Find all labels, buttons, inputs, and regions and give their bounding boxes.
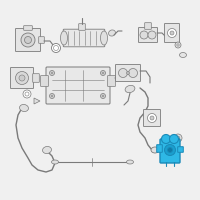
FancyBboxPatch shape [33,74,39,82]
Circle shape [140,31,148,39]
Ellipse shape [20,104,28,112]
Ellipse shape [127,160,134,164]
Ellipse shape [128,68,136,73]
Circle shape [176,136,180,140]
FancyBboxPatch shape [39,37,44,43]
Ellipse shape [43,146,51,154]
Circle shape [177,44,179,46]
FancyBboxPatch shape [145,23,151,29]
Circle shape [175,42,181,48]
Ellipse shape [109,30,115,36]
Circle shape [128,68,138,77]
Ellipse shape [125,85,135,93]
Circle shape [164,144,176,156]
FancyBboxPatch shape [10,68,34,88]
FancyBboxPatch shape [164,23,180,43]
FancyBboxPatch shape [138,27,158,43]
FancyBboxPatch shape [79,24,85,30]
Circle shape [118,68,128,77]
Circle shape [24,36,32,44]
FancyBboxPatch shape [16,28,40,51]
Circle shape [174,134,182,142]
Circle shape [170,31,174,35]
Circle shape [51,72,53,74]
Circle shape [16,72,29,84]
FancyBboxPatch shape [108,76,115,86]
Ellipse shape [52,44,60,52]
FancyBboxPatch shape [63,29,105,47]
Circle shape [162,134,170,144]
Ellipse shape [52,160,58,164]
Circle shape [51,95,53,97]
Ellipse shape [23,90,31,98]
Circle shape [150,116,154,120]
FancyBboxPatch shape [160,139,180,163]
Circle shape [21,33,35,47]
FancyBboxPatch shape [116,64,140,82]
Circle shape [148,114,156,122]
Polygon shape [34,98,40,104]
Ellipse shape [180,52,186,58]
Circle shape [127,72,130,74]
Ellipse shape [60,31,68,45]
Ellipse shape [101,31,108,45]
Circle shape [148,31,156,39]
Circle shape [168,148,172,152]
Circle shape [50,94,54,98]
Ellipse shape [151,147,159,153]
Circle shape [170,134,179,144]
FancyBboxPatch shape [41,76,48,86]
FancyBboxPatch shape [157,145,162,152]
Circle shape [102,72,104,74]
Circle shape [50,71,54,75]
FancyBboxPatch shape [46,67,110,104]
Ellipse shape [54,46,58,50]
Circle shape [101,71,106,75]
Circle shape [102,95,104,97]
Circle shape [168,28,177,38]
FancyBboxPatch shape [144,110,160,127]
FancyBboxPatch shape [178,147,183,152]
Circle shape [101,94,106,98]
FancyBboxPatch shape [24,26,32,30]
Circle shape [19,75,25,81]
Ellipse shape [25,92,29,96]
